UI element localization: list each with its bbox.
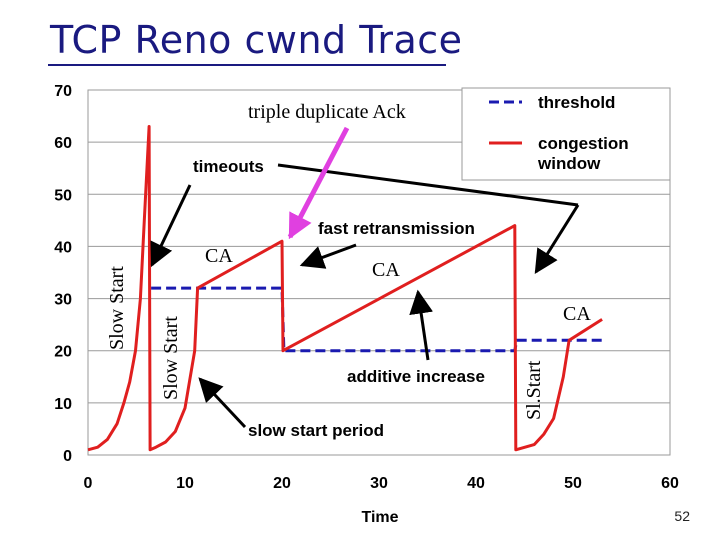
y-tick-label-20: 20 [54, 344, 72, 361]
annotation-additive-increase: additive increase [347, 367, 485, 386]
arrow-triple-duplicate-ack [287, 126, 350, 240]
y-tick-label-40: 40 [54, 239, 72, 256]
legend-cwnd-label-line1: congestion [538, 134, 629, 153]
page-number: 52 [674, 508, 690, 524]
x-tick-label-40: 40 [467, 475, 485, 492]
x-tick-label-0: 0 [84, 475, 93, 492]
annotation-ca-2: CA [372, 259, 400, 281]
legend-threshold-label: threshold [538, 93, 615, 112]
x-axis-label: Time [361, 509, 398, 526]
title-underline [48, 64, 446, 66]
annotation-ca-1: CA [205, 245, 233, 267]
y-tick-label-70: 70 [54, 83, 72, 100]
slide-title: TCP Reno cwnd Trace [50, 18, 463, 62]
arrow-fast-retransmission [299, 243, 357, 269]
annotation-ca-3: CA [563, 303, 591, 325]
annotation-triple-duplicate-ack: triple duplicate Ack [248, 101, 406, 123]
annotation-slow-start-period: slow start period [248, 421, 384, 440]
y-tick-label-50: 50 [54, 187, 72, 204]
x-axis-ticks: 0 10 20 30 40 50 60 [84, 475, 679, 492]
legend-cwnd-label: congestion window [537, 134, 633, 173]
legend: threshold congestion window [461, 87, 671, 181]
annotation-timeouts: timeouts [193, 157, 264, 176]
arrow-timeouts-right [277, 163, 579, 207]
y-tick-label-10: 10 [54, 396, 72, 413]
y-tick-label-30: 30 [54, 292, 72, 309]
y-tick-label-60: 60 [54, 135, 72, 152]
congestion-window-series-line [87, 125, 603, 452]
threshold-series-line [151, 286, 603, 353]
x-tick-label-10: 10 [176, 475, 194, 492]
annotation-fast-retransmission: fast retransmission [318, 219, 475, 238]
arrow-additive-increase [409, 289, 434, 361]
annotation-slow-start-2: Slow Start [160, 316, 182, 400]
y-tick-label-0: 0 [63, 448, 72, 465]
annotation-sl-start: Sl.Start [523, 360, 545, 420]
legend-cwnd-label-line2: window [537, 154, 601, 173]
arrow-timeouts-left [150, 184, 192, 268]
x-tick-label-50: 50 [564, 475, 582, 492]
annotation-slow-start-1: Slow Start [106, 266, 128, 350]
arrow-slow-start-period [198, 377, 247, 429]
y-axis-ticks: 0 10 20 30 40 50 60 70 [54, 83, 72, 465]
x-tick-label-20: 20 [273, 475, 291, 492]
arrow-timeouts-right-tail [534, 204, 580, 275]
x-tick-label-30: 30 [370, 475, 388, 492]
x-tick-label-60: 60 [661, 475, 679, 492]
